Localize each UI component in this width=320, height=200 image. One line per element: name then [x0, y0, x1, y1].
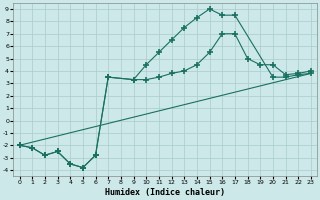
X-axis label: Humidex (Indice chaleur): Humidex (Indice chaleur) — [105, 188, 225, 197]
